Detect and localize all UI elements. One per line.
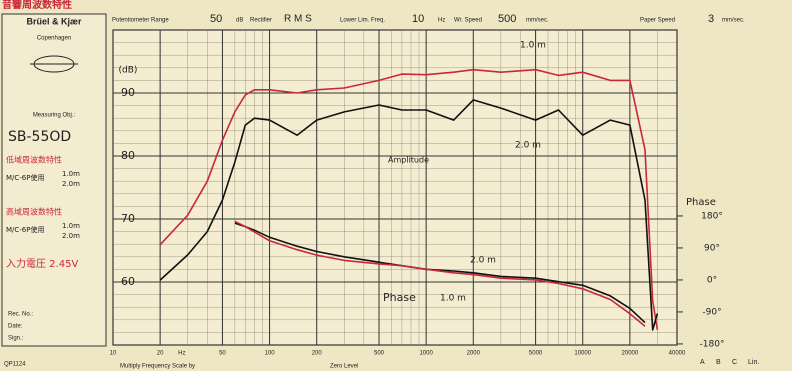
y-tick-label: 80	[121, 149, 135, 162]
x-tick-label: 200	[312, 351, 323, 357]
brand: Brüel & Kjær	[26, 16, 82, 26]
series-label: 2.0 m	[470, 256, 496, 266]
low-distance: 1.0m	[62, 170, 80, 178]
y2-tick-label: 180°	[701, 211, 723, 221]
header-value: 10	[412, 13, 424, 25]
y2-tick-label: 0°	[707, 275, 717, 285]
y2-tick-label: 90°	[704, 243, 720, 253]
series-line	[234, 220, 646, 327]
x-tick-label: 40000	[669, 351, 686, 357]
object-label: Measuring Obj.:	[33, 113, 76, 119]
series-label: 2.0 m	[515, 141, 541, 151]
object: SB-55OD	[8, 129, 71, 145]
y-tick-label: 90	[121, 86, 135, 99]
annotation: Phase	[383, 291, 416, 304]
weighting: Lin.	[748, 359, 759, 366]
series-line	[159, 99, 659, 331]
x-tick-label: 50	[219, 351, 226, 357]
header-label: Rectifier	[250, 18, 272, 24]
x-tick-label: 1000	[419, 351, 433, 357]
page-title: 音響周波数特性	[2, 0, 72, 11]
low-mic: M/C-6P使用	[6, 173, 45, 182]
header-label: Wr. Speed	[454, 18, 482, 24]
header-unit: mm/sec.	[722, 18, 745, 24]
header-value: R M S	[284, 14, 312, 25]
header-label: Potentiometer Range	[112, 18, 169, 24]
city: Copenhagen	[37, 36, 71, 42]
y-tick-label: 60	[121, 275, 135, 288]
header-value: 500	[498, 13, 516, 25]
header-value: 3	[708, 13, 714, 25]
sign-label: Sign.:	[8, 336, 24, 342]
weighting: C	[732, 359, 737, 366]
sidebar-panel	[1, 13, 107, 347]
date-label: Date:	[8, 324, 23, 330]
annotation: Amplitude	[388, 156, 429, 165]
header-label: Lower Lim. Freq.	[340, 18, 385, 24]
weighting: A	[700, 359, 705, 366]
header-label: Paper Speed	[640, 18, 675, 24]
weighting: B	[716, 359, 721, 366]
high-mic: M/C-6P使用	[6, 225, 45, 234]
rec-label: Rec. No.:	[8, 312, 33, 318]
form-number: QP1124	[4, 362, 26, 368]
x-tick-label: 20000	[622, 351, 639, 357]
header-unit: dB	[236, 18, 243, 24]
high-distance: 1.0m	[62, 222, 80, 230]
header-value: 50	[210, 13, 222, 25]
header-unit: mm/sec.	[526, 18, 549, 24]
x-tick-label: 100	[265, 351, 276, 357]
x-tick-label: 2000	[467, 351, 481, 357]
x-unit: Hz	[178, 351, 185, 357]
y-axis-label: (dB)	[119, 66, 138, 76]
high-title: 高域周波数特性	[6, 207, 62, 217]
y2-axis-label: Phase	[686, 197, 716, 208]
footer-label: Zero Level	[330, 364, 358, 370]
x-tick-label: 500	[374, 351, 385, 357]
y2-tick-label: -180°	[700, 339, 725, 349]
x-tick-label: 10000	[574, 351, 591, 357]
voltage: 入力電圧 2.45V	[6, 257, 78, 270]
footer-label: Multiply Frequency Scale by	[120, 364, 195, 370]
x-tick-label: 5000	[529, 351, 543, 357]
y-tick-label: 70	[121, 212, 135, 225]
header-unit: Hz	[438, 18, 445, 24]
series-label: 1.0 m	[520, 41, 546, 51]
low-title: 低域周波数特性	[6, 155, 62, 165]
series-line	[159, 68, 659, 331]
x-tick-label: 10	[110, 351, 117, 357]
series-label: 1.0 m	[440, 294, 466, 304]
y2-tick-label: -90°	[702, 307, 721, 317]
low-distance: 2.0m	[62, 180, 80, 188]
x-tick-label: 20	[157, 351, 164, 357]
high-distance: 2.0m	[62, 232, 80, 240]
